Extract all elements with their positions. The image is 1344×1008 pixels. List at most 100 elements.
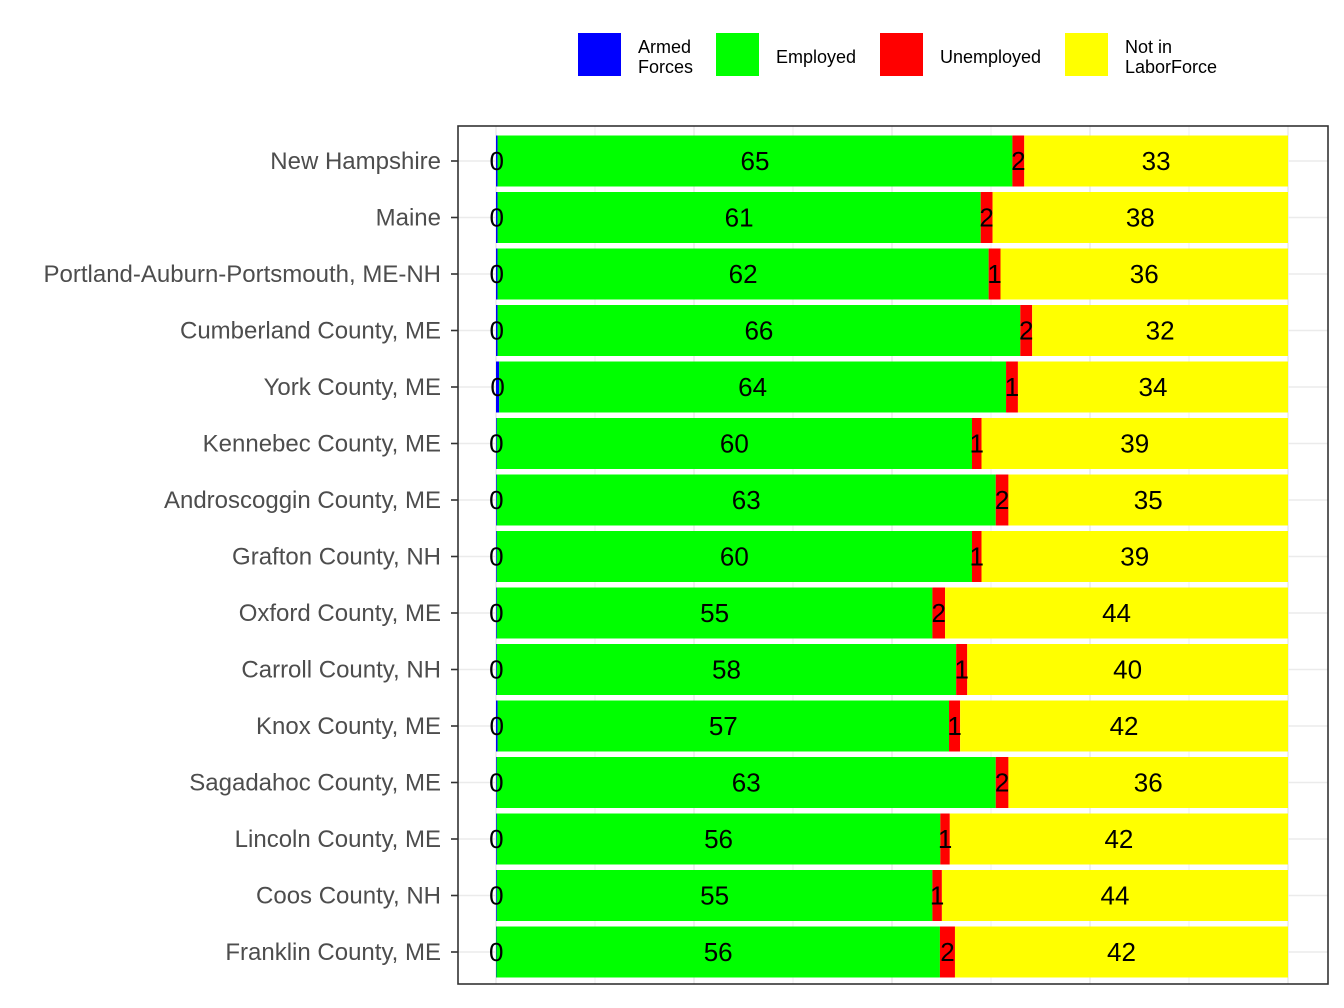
bar-segment-armed-forces [496,305,498,356]
data-label: 1 [954,655,968,685]
bar-segment-not-in-laborforce [949,813,1288,865]
panel-border [457,125,1329,985]
bar-segment-armed-forces [496,531,497,582]
bar-segment-not-in-laborforce [1032,305,1288,356]
data-label: 1 [947,711,961,741]
category-label: Lincoln County, ME [235,826,441,853]
data-label: 63 [732,485,761,515]
data-label: 0 [490,146,504,176]
bar-segment-armed-forces [496,813,497,865]
data-label: 0 [490,259,504,289]
legend-key-armed-forces [578,33,621,76]
bar-segment-employed [499,361,1007,413]
bar-segment-armed-forces [496,644,497,695]
data-label: 1 [1005,372,1019,402]
legend-label: Armed [638,37,691,57]
data-label: 0 [490,372,504,402]
legend-key-not-in-laborforce [1065,33,1108,76]
data-label: 65 [741,146,770,176]
bar-segment-unemployed [932,870,942,921]
category-label: Sagadahoc County, ME [189,770,441,797]
category-label: Carroll County, NH [241,657,441,684]
data-label: 39 [1120,429,1149,459]
bar-segment-not-in-laborforce [967,644,1288,695]
bar-segment-not-in-laborforce [1008,757,1288,808]
bar-segment-armed-forces [496,587,497,639]
legend-label: Unemployed [940,47,1041,67]
data-label: 42 [1110,711,1139,741]
data-label: 2 [979,203,993,233]
data-label: 0 [489,655,503,685]
bar-segment-unemployed [980,192,993,243]
bar-segment-not-in-laborforce [981,531,1288,582]
data-label: 36 [1134,768,1163,798]
bar-segment-unemployed [939,926,955,978]
data-label: 42 [1107,937,1136,967]
category-label: Cumberland County, ME [180,318,441,345]
bar-segment-unemployed [995,757,1009,808]
data-label: 55 [700,598,729,628]
data-label: 0 [490,203,504,233]
data-label: 2 [1011,146,1025,176]
data-label: 0 [489,824,503,854]
data-label: 2 [995,768,1009,798]
data-label: 44 [1102,598,1131,628]
data-label: 39 [1120,542,1149,572]
data-label: 35 [1134,485,1163,515]
bar-segment-armed-forces [496,870,497,921]
data-label: 36 [1130,259,1159,289]
category-label: Androscoggin County, ME [164,487,441,514]
data-label: 32 [1146,316,1175,346]
bar-segment-unemployed [932,587,946,639]
data-label: 0 [490,711,504,741]
legend-label: LaborForce [1125,57,1217,77]
data-label: 66 [744,316,773,346]
data-label: 62 [729,259,758,289]
bar-segment-not-in-laborforce [954,926,1288,978]
bar-segment-not-in-laborforce [1008,474,1288,526]
data-label: 1 [938,824,952,854]
bar-segment-unemployed [1012,135,1025,187]
data-label: 0 [489,429,503,459]
bar-segment-unemployed [949,700,961,752]
category-label: Kennebec County, ME [203,431,441,458]
category-label: Oxford County, ME [239,600,441,627]
bar-segment-not-in-laborforce [992,192,1288,243]
bar-segment-employed [496,418,972,469]
bar-segment-employed [496,813,941,865]
bar-segment-armed-forces [496,926,497,978]
bar-segment-armed-forces [496,192,498,243]
bar-segment-unemployed [995,474,1009,526]
category-label: Knox County, ME [256,713,441,740]
plot-area: 0 65 2 33 New Hampshire 0 61 2 38 Maine 0 62 1 36 Port… [44,125,1329,985]
bar-segment-not-in-laborforce [945,587,1288,639]
bar-segment-not-in-laborforce [981,418,1288,469]
data-label: 40 [1113,655,1142,685]
legend-key-employed [716,33,759,76]
bar-segment-not-in-laborforce [941,870,1288,921]
category-label: New Hampshire [270,148,441,175]
data-label: 0 [490,316,504,346]
data-label: 0 [489,768,503,798]
bar-segment-employed [496,587,933,639]
data-label: 60 [720,429,749,459]
legend-label: Not in [1125,37,1172,57]
bar-segment-employed [497,248,989,300]
bar-segment-armed-forces [496,135,498,187]
bar-segment-not-in-laborforce [960,700,1288,752]
category-label: Maine [376,205,441,232]
data-label: 63 [732,768,761,798]
bar-segment-employed [496,757,996,808]
category-label: Portland-Auburn-Portsmouth, ME-NH [44,261,441,288]
data-label: 56 [704,937,733,967]
bar-segment-unemployed [1020,305,1033,356]
data-label: 0 [489,881,503,911]
bar-segment-employed [496,644,957,695]
category-label: York County, ME [264,374,441,401]
bar-segment-employed [497,305,1021,356]
bar-segment-employed [497,192,981,243]
legend-label: Employed [776,47,856,67]
bar-segment-employed [496,870,933,921]
data-label: 1 [987,259,1001,289]
